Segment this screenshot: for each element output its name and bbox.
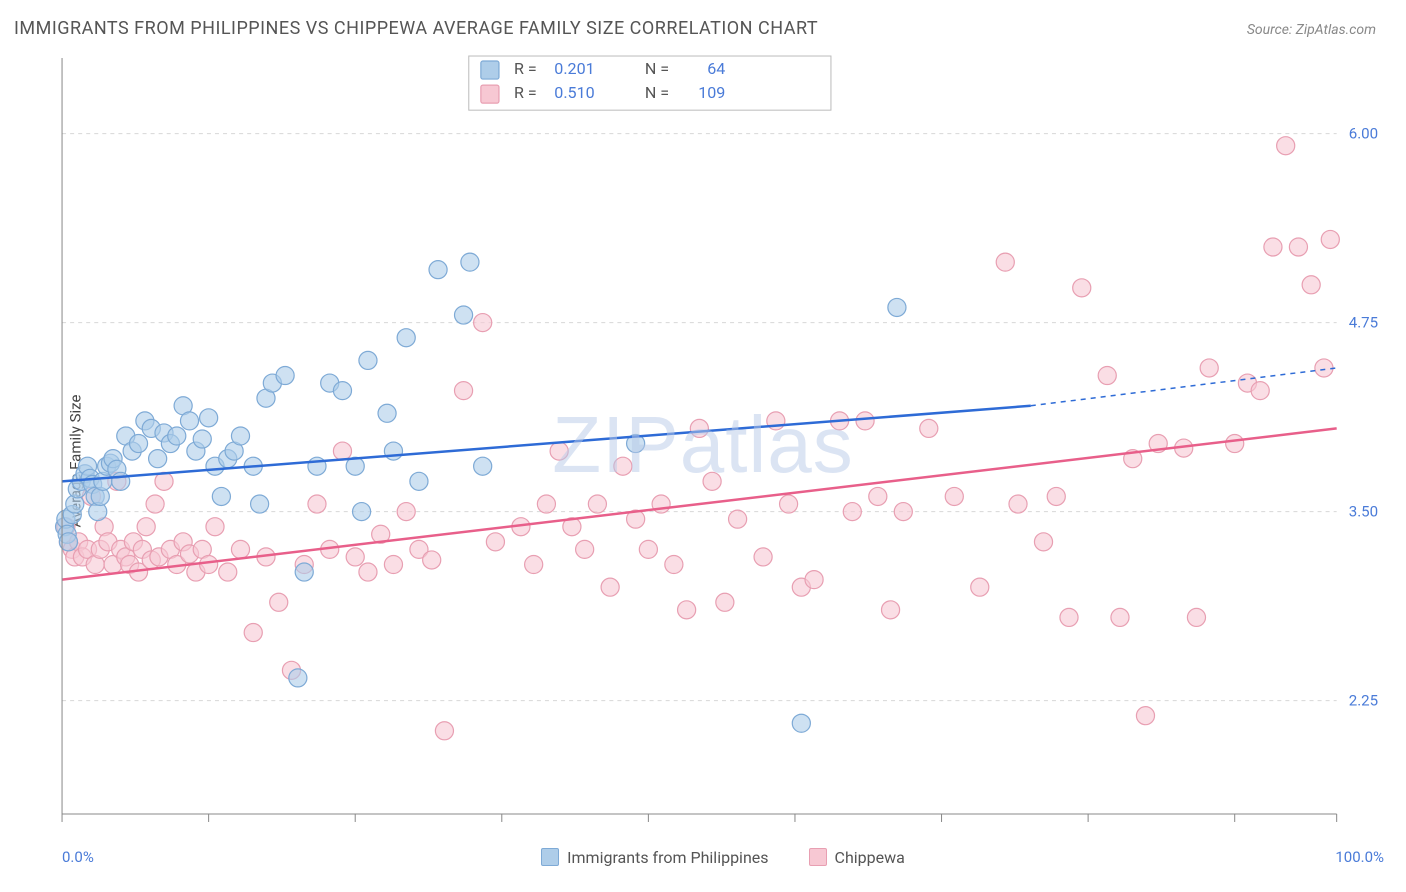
x-tick-marks	[62, 814, 1337, 822]
chart-header: IMMIGRANTS FROM PHILIPPINES VS CHIPPEWA …	[0, 0, 1406, 49]
svg-text:N =: N =	[645, 83, 669, 102]
svg-text:2.25: 2.25	[1349, 692, 1378, 710]
correlation-legend: R = 0.201 N = 64 R = 0.510 N = 109	[469, 56, 831, 110]
gridlines	[62, 134, 1337, 701]
chart-source: Source: ZipAtlas.com	[1247, 22, 1376, 38]
svg-text:N =: N =	[645, 59, 669, 78]
legend-label-b: Chippewa	[835, 848, 905, 867]
legend-swatch-a	[541, 848, 559, 866]
x-max-label: 100.0%	[1335, 848, 1384, 866]
svg-text:109: 109	[698, 83, 725, 102]
svg-text:0.510: 0.510	[554, 83, 594, 102]
chart-title: IMMIGRANTS FROM PHILIPPINES VS CHIPPEWA …	[14, 18, 818, 39]
svg-text:4.75: 4.75	[1349, 314, 1378, 332]
svg-text:0.201: 0.201	[554, 59, 594, 78]
svg-text:6.00: 6.00	[1349, 125, 1378, 143]
svg-text:R =: R =	[514, 59, 537, 78]
legend-item-b: Chippewa	[809, 848, 905, 867]
legend-item-a: Immigrants from Philippines	[541, 848, 768, 867]
bottom-legend: 0.0% Immigrants from Philippines Chippew…	[54, 842, 1392, 872]
svg-text:3.50: 3.50	[1349, 503, 1378, 521]
legend-swatch-b	[809, 848, 827, 866]
chart-area: Average Family Size 2.253.504.756.00 R =…	[14, 50, 1392, 872]
legend-label-a: Immigrants from Philippines	[567, 848, 768, 867]
x-min-label: 0.0%	[62, 848, 94, 866]
svg-text:64: 64	[707, 59, 725, 78]
scatter-plot: 2.25 3.50 4.75 6.00 R = 0.201 N = 64 R = 0.510 N …	[54, 50, 1392, 832]
y-tick-labels: 2.25 3.50 4.75 6.00	[1349, 125, 1378, 710]
svg-text:R =: R =	[514, 83, 537, 102]
